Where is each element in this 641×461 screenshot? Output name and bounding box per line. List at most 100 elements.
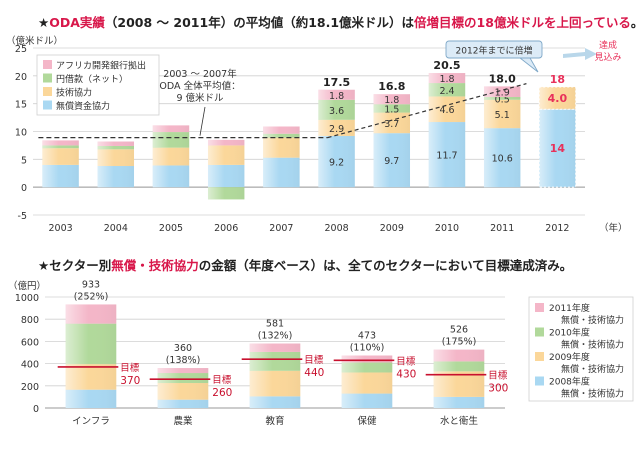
data-label: 3.7 <box>384 119 399 130</box>
target-value: 370 <box>120 375 140 387</box>
total-label: 16.8 <box>378 80 405 93</box>
legend-swatch <box>535 376 544 386</box>
bar-gloss <box>373 112 411 134</box>
bar-gloss <box>263 126 300 134</box>
legend-label: 技術協力 <box>56 87 92 99</box>
total-label: 526 <box>450 325 468 336</box>
data-label: 1.8 <box>329 91 344 102</box>
legend-swatch <box>535 303 544 312</box>
y-axis-unit-2: （億円） <box>8 280 46 292</box>
x-tick-label: 2006 <box>214 223 238 234</box>
annotation-leader <box>199 106 206 136</box>
data-label: 9.2 <box>329 158 344 169</box>
x-tick-label: 2012 <box>545 223 569 234</box>
bar-gloss <box>318 99 355 120</box>
x-tick-label: 水と衛生 <box>440 415 479 427</box>
legend-swatch <box>535 327 544 337</box>
legend-swatch <box>535 352 544 361</box>
bar-gloss <box>65 364 117 390</box>
bar-gloss <box>318 135 355 188</box>
target-value: 440 <box>304 367 324 379</box>
bar-gloss <box>341 362 393 373</box>
legend-label-year: 2008年度 <box>549 376 590 388</box>
x-tick-label: 2003 <box>49 223 73 234</box>
y-tick-label: 200 <box>21 382 39 393</box>
y-tick-label: 15 <box>15 100 27 111</box>
doubling-callout: 2012年までに倍増 <box>445 40 543 73</box>
bar-gloss <box>157 368 209 374</box>
total-label: 17.5 <box>323 76 350 89</box>
bar-gloss <box>152 125 190 133</box>
bar-gloss <box>152 165 190 188</box>
bar-gloss <box>97 141 135 146</box>
bar-gloss <box>97 145 135 150</box>
total-label: 581 <box>266 319 284 330</box>
bar-gloss <box>539 109 576 188</box>
chart2-title-part: の金額（年度ベース）は、全てのセクターにおいて目標達成済み。 <box>199 258 573 273</box>
bar-gloss <box>318 89 355 100</box>
chart2-title-part: 無償・技術協力 <box>111 258 199 273</box>
x-tick-label: 2005 <box>159 223 183 234</box>
bar-gloss <box>207 145 245 165</box>
target-label: 目標 <box>396 355 416 367</box>
data-label: 1.8 <box>439 74 454 85</box>
bar-gloss <box>433 371 485 397</box>
legend-box <box>528 296 634 402</box>
bar-gloss <box>318 119 355 136</box>
total-label: 473 <box>358 330 376 341</box>
bar-gloss <box>428 122 466 188</box>
data-label: 2.9 <box>329 124 344 135</box>
legend-box <box>36 54 160 116</box>
y-tick-label: 25 <box>15 44 27 55</box>
percentage-label: (138%) <box>166 355 201 366</box>
bar-gloss <box>152 147 190 166</box>
y-tick-label: 0 <box>33 404 39 415</box>
bar-gloss <box>373 94 411 105</box>
data-label: 2.4 <box>439 86 454 97</box>
total-label: 18 <box>550 73 565 86</box>
legend-label: 無償資金協力 <box>56 100 110 112</box>
bar-gloss <box>157 399 209 408</box>
target-label: 目標 <box>120 362 140 374</box>
bar-gloss <box>341 355 393 363</box>
average-annotation: 2003 ～ 2007年 ODA 全体平均値： 9 億米ドル <box>159 68 240 104</box>
chart2-title-part: ★セクター別 <box>38 258 111 273</box>
y-tick-label: 5 <box>21 155 27 166</box>
bar-gloss <box>207 187 245 200</box>
target-label: 目標 <box>212 374 232 386</box>
bar-gloss <box>428 73 466 84</box>
y-tick-label: 800 <box>21 315 39 326</box>
data-label: 1.9 <box>495 88 510 99</box>
y-tick-label: 20 <box>15 72 27 83</box>
bar-gloss <box>249 370 301 397</box>
forecast-arrow <box>563 48 597 60</box>
chart1-title-part: ODA実績 <box>49 15 105 30</box>
callout-box <box>445 40 543 59</box>
data-label: 0.5 <box>495 94 510 105</box>
bar-gloss <box>433 361 485 372</box>
legend-label-kind: 無償・技術協力 <box>561 388 624 400</box>
bar-gloss <box>42 164 79 188</box>
bar-gloss <box>97 166 135 188</box>
x-tick-label: 2009 <box>380 223 404 234</box>
bar-gloss <box>263 137 300 158</box>
y-tick-label: 600 <box>21 337 39 348</box>
bar-gloss <box>483 128 521 188</box>
bar-gloss <box>483 99 521 129</box>
bar-gloss <box>42 140 79 146</box>
bar-gloss <box>207 164 245 188</box>
bar-gloss <box>539 86 576 110</box>
chart1-title-part: 。 <box>631 15 641 30</box>
chart1-title-part: ★ <box>38 15 49 30</box>
data-label: 14 <box>550 142 566 155</box>
total-label: 18.0 <box>489 72 516 85</box>
legend-2: 2011年度無償・技術協力2010年度無償・技術協力2009年度無償・技術協力2… <box>528 296 634 402</box>
legend-swatch <box>43 60 52 69</box>
trend-line <box>327 83 527 139</box>
chart2-title: ★セクター別無償・技術協力の金額（年度ベース）は、全てのセクターにおいて目標達成… <box>38 258 572 273</box>
data-label: 11.7 <box>436 151 457 162</box>
bar-gloss <box>483 86 521 97</box>
bar-gloss <box>65 389 117 408</box>
